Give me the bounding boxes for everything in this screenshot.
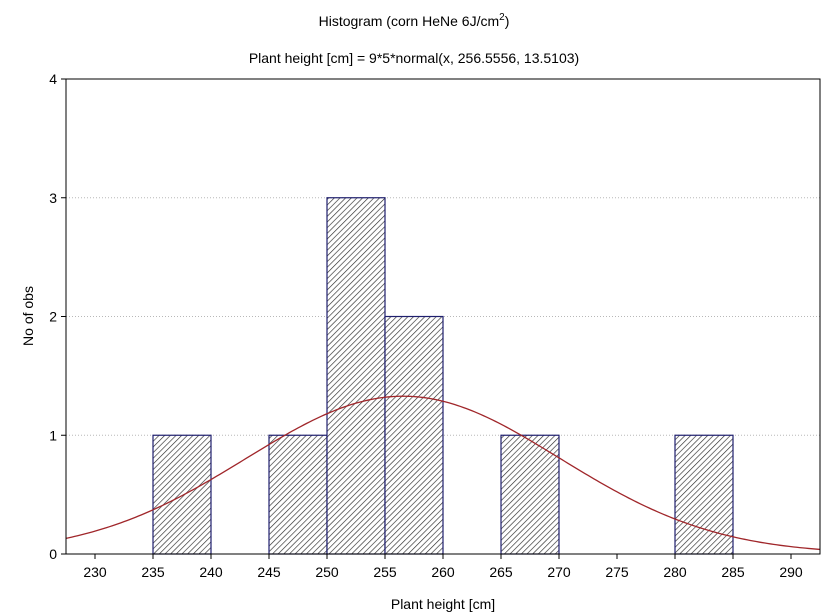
histogram-bars: [152, 197, 734, 555]
x-tick-label: 245: [257, 564, 281, 580]
x-tick-label: 250: [315, 564, 339, 580]
y-tick-label: 2: [49, 309, 57, 325]
x-tick-label: 255: [373, 564, 397, 580]
chart-title: Histogram (corn HeNe 6J/cm2): [319, 12, 510, 29]
histogram-bar: [152, 434, 212, 555]
histogram-bar: [268, 434, 328, 555]
histogram-bar: [674, 434, 734, 555]
y-tick-label: 3: [49, 190, 57, 206]
x-axis-title: Plant height [cm]: [391, 596, 495, 612]
histogram-bar: [384, 315, 444, 555]
x-tick-label: 260: [431, 564, 455, 580]
x-tick-label: 285: [721, 564, 745, 580]
x-tick-label: 280: [663, 564, 687, 580]
x-tick-label: 290: [779, 564, 803, 580]
x-tick-label: 235: [141, 564, 165, 580]
y-tick-label: 1: [49, 427, 57, 443]
histogram-bar: [326, 197, 386, 555]
x-tick-label: 265: [489, 564, 513, 580]
y-axis-title: No of obs: [20, 286, 36, 346]
x-tick-label: 270: [547, 564, 571, 580]
normal-curve-layer: [65, 395, 821, 551]
chart-subtitle: Plant height [cm] = 9*5*normal(x, 256.55…: [249, 50, 579, 66]
y-tick-label: 0: [49, 546, 57, 562]
x-axis-ticks: 230 235 240 245 250 255 260 265 270 275 280 285 290: [83, 554, 803, 580]
x-tick-label: 240: [199, 564, 223, 580]
normal-fit-curve: [65, 395, 821, 551]
y-tick-label: 4: [49, 71, 57, 87]
x-tick-label: 230: [83, 564, 107, 580]
y-axis-ticks: 0 1 2 3 4: [49, 71, 66, 562]
x-tick-label: 275: [605, 564, 629, 580]
histogram-bar: [500, 434, 560, 555]
